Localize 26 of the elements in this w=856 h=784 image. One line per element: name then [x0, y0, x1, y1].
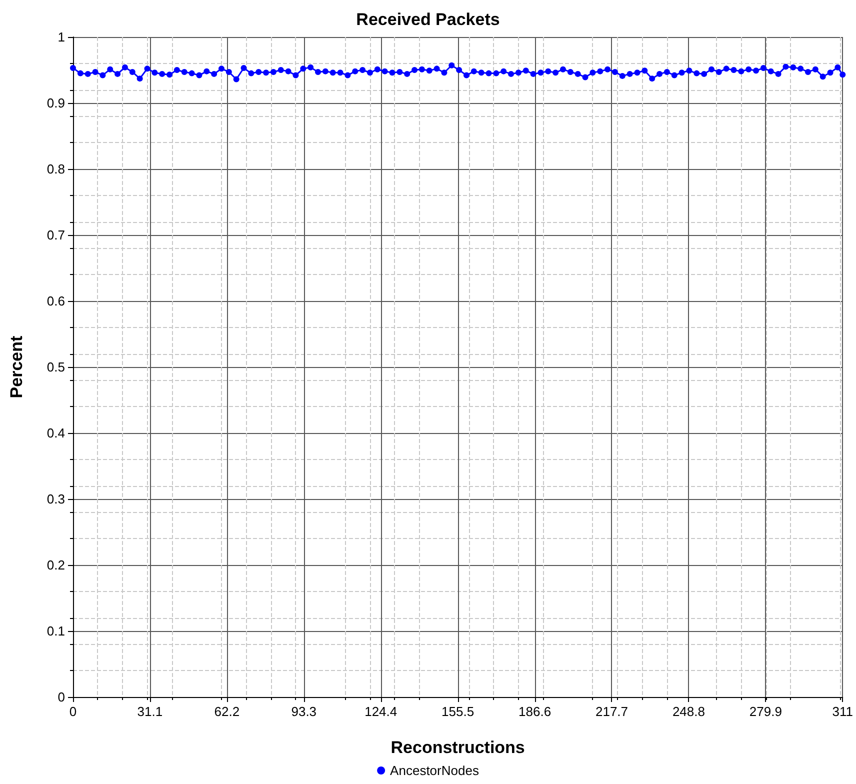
x-tick-label: 279.9: [749, 704, 782, 719]
x-tick-label: 311: [832, 704, 854, 719]
y-tick-label: 0.3: [46, 492, 65, 506]
y-axis-title: Percent: [7, 335, 26, 398]
y-tick-label: 1: [58, 30, 65, 44]
y-tick-label: 0.7: [46, 228, 65, 242]
x-tick-label: 93.3: [291, 704, 317, 719]
y-tick-label: 0: [58, 690, 65, 704]
x-tick-label: 0: [69, 704, 77, 719]
y-tick-label: 0.1: [46, 624, 65, 638]
y-tick-label: 0.8: [46, 162, 65, 176]
y-tick-label: 0.6: [46, 294, 65, 308]
x-axis-title: Reconstructions: [390, 738, 525, 757]
y-tick-label: 0.9: [46, 96, 65, 110]
legend-label: AncestorNodes: [390, 763, 480, 778]
x-tick-label: 62.2: [214, 704, 240, 719]
x-tick-label: 155.5: [442, 704, 474, 719]
x-tick-label: 248.8: [672, 704, 705, 719]
y-tick-label: 0.2: [46, 558, 65, 572]
x-tick-label: 186.6: [518, 704, 552, 719]
chart-title: Received Packets: [356, 10, 500, 29]
y-tick-label: 0.4: [46, 426, 65, 440]
x-tick-label: 31.1: [137, 704, 163, 719]
x-tick-label: 124.4: [364, 704, 398, 719]
x-tick-label: 217.7: [595, 704, 628, 719]
y-tick-label: 0.5: [46, 360, 65, 374]
